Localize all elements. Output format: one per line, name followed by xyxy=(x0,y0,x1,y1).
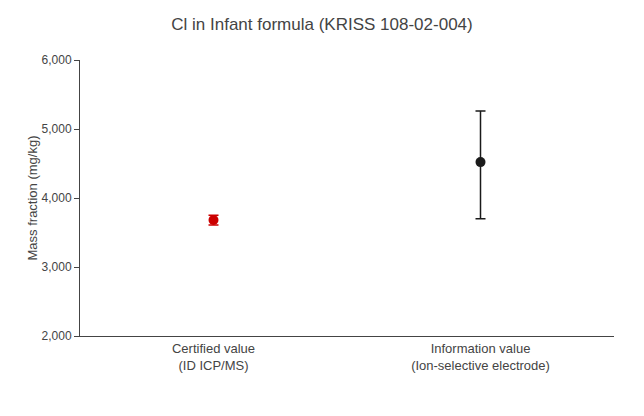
svg-text:4,000: 4,000 xyxy=(42,191,72,205)
svg-text:Certified value(ID ICP/MS): Certified value(ID ICP/MS) xyxy=(172,341,255,373)
svg-text:3,000: 3,000 xyxy=(42,260,72,274)
svg-text:Cl in Infant formula (KRISS 10: Cl in Infant formula (KRISS 108-02-004) xyxy=(171,15,472,34)
svg-text:Information value(Ion-selectiv: Information value(Ion-selective electrod… xyxy=(411,341,550,373)
svg-text:5,000: 5,000 xyxy=(42,122,72,136)
svg-text:6,000: 6,000 xyxy=(42,53,72,67)
svg-text:2,000: 2,000 xyxy=(42,329,72,343)
svg-text:Mass fraction (mg/kg): Mass fraction (mg/kg) xyxy=(25,136,40,261)
